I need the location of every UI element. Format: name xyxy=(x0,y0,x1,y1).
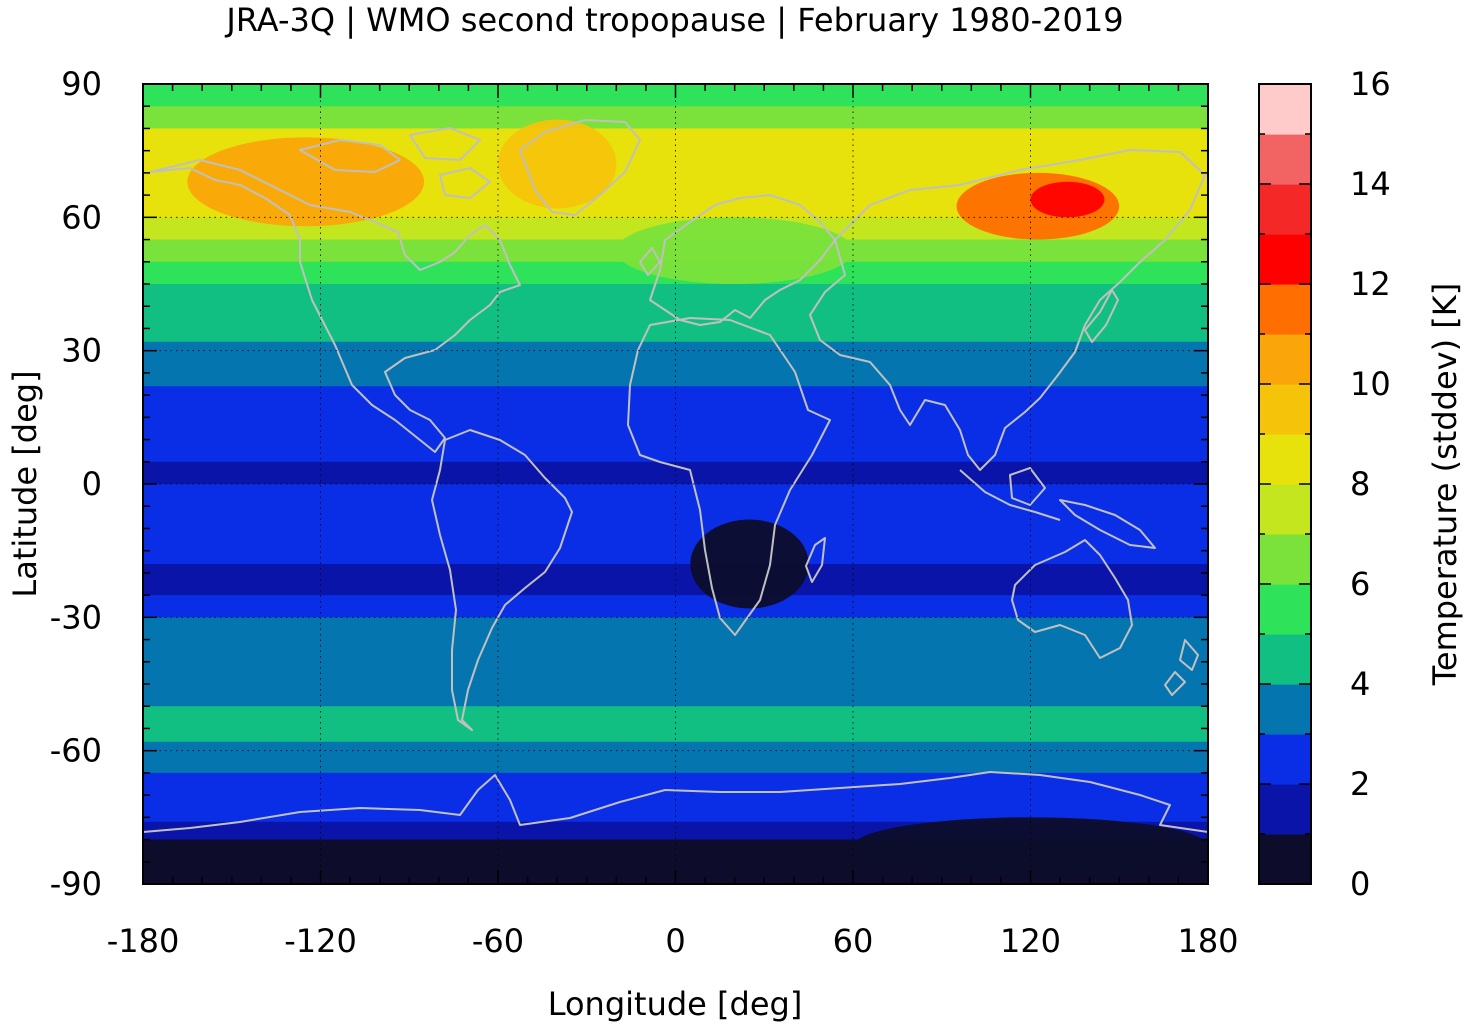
colorbar-swatch xyxy=(1259,334,1311,385)
colorbar-swatch xyxy=(1259,534,1311,585)
colorbar-tick-label: 12 xyxy=(1350,265,1391,303)
colorbar-swatch xyxy=(1259,584,1311,635)
heatmap-band xyxy=(143,484,1208,530)
y-tick-label: 30 xyxy=(61,332,102,370)
colorbar-swatch xyxy=(1259,684,1311,735)
heatmap-band xyxy=(143,741,1208,774)
heatmap-field xyxy=(143,84,1208,884)
coastline-japan xyxy=(1084,289,1119,343)
colorbar-swatch xyxy=(1259,234,1311,285)
colorbar-swatch xyxy=(1259,434,1311,485)
heatmap-feature xyxy=(853,817,1208,876)
y-tick-labels: -90 -60 -30 0 30 60 90 xyxy=(50,65,102,903)
heatmap-feature xyxy=(187,137,425,227)
heatmap-band xyxy=(143,386,1208,441)
coastline-south-america xyxy=(431,429,573,731)
heatmap-feature xyxy=(498,119,617,209)
colorbar-swatch xyxy=(1259,184,1311,235)
heatmap-band xyxy=(143,359,1208,388)
y-tick-label: -30 xyxy=(50,598,102,636)
y-tick-label: -60 xyxy=(50,732,102,770)
colorbar xyxy=(1259,84,1311,885)
heatmap-feature xyxy=(690,519,809,609)
coastline-antarctica xyxy=(143,771,1208,833)
heatmap-feature xyxy=(616,217,854,284)
y-tick-label: 0 xyxy=(82,465,102,503)
x-tick-label: -120 xyxy=(284,922,357,960)
colorbar-ticks: 0 2 4 6 8 10 12 14 16 xyxy=(1259,65,1391,903)
x-tick-label: 180 xyxy=(1177,922,1238,960)
colorbar-tick-label: 6 xyxy=(1350,565,1370,603)
colorbar-swatch xyxy=(1259,284,1311,335)
colorbar-tick-label: 2 xyxy=(1350,765,1370,803)
x-tick-label: 120 xyxy=(1000,922,1061,960)
colorbar-label: Temperature (stddev) [K] xyxy=(1426,283,1464,686)
y-tick-label: 60 xyxy=(61,198,102,236)
coastline-north-america xyxy=(149,159,521,453)
y-tick-label: -90 xyxy=(50,865,102,903)
colorbar-tick-label: 0 xyxy=(1350,865,1370,903)
x-tick-labels: -180 -120 -60 0 60 120 180 xyxy=(107,922,1239,960)
colorbar-tick-label: 4 xyxy=(1350,665,1370,703)
chart-title: JRA-3Q | WMO second tropopause | Februar… xyxy=(224,1,1123,39)
x-axis-label: Longitude [deg] xyxy=(548,985,803,1023)
coastline-maritime-continent xyxy=(959,467,1156,549)
colorbar-swatch xyxy=(1259,84,1311,135)
heatmap-band xyxy=(143,315,1208,343)
coastline-greenland xyxy=(519,119,641,216)
colorbar-swatch xyxy=(1259,634,1311,685)
x-tick-label: 0 xyxy=(665,922,685,960)
coastline-new-zealand xyxy=(1164,639,1199,696)
y-axis-label: Latitude [deg] xyxy=(6,370,44,597)
y-tick-label: 90 xyxy=(61,65,102,103)
colorbar-swatch xyxy=(1259,384,1311,435)
colorbar-swatch xyxy=(1259,834,1311,885)
coastline-asia xyxy=(809,149,1206,471)
heatmap-band xyxy=(143,461,1208,485)
colorbar-tick-label: 8 xyxy=(1350,465,1370,503)
coastline-australia xyxy=(1011,539,1133,659)
colorbar-swatch xyxy=(1259,134,1311,185)
coastline-africa xyxy=(627,317,831,636)
grid-lines xyxy=(143,84,1208,884)
x-tick-label: -60 xyxy=(472,922,524,960)
colorbar-tick-label: 14 xyxy=(1350,165,1391,203)
colorbar-swatch xyxy=(1259,734,1311,785)
colorbar-swatch xyxy=(1259,484,1311,535)
axis-ticks xyxy=(142,83,1209,885)
colorbar-swatch xyxy=(1259,784,1311,835)
x-tick-label: -180 xyxy=(107,922,180,960)
heatmap-band xyxy=(143,439,1208,463)
colorbar-tick-label: 10 xyxy=(1350,365,1391,403)
heatmap-feature xyxy=(1030,181,1105,218)
colorbar-tick-label: 16 xyxy=(1350,65,1391,103)
x-tick-label: 60 xyxy=(833,922,874,960)
coastline-arctic-islands xyxy=(299,127,491,199)
coastline-madagascar xyxy=(805,537,826,583)
coastlines xyxy=(143,119,1208,833)
